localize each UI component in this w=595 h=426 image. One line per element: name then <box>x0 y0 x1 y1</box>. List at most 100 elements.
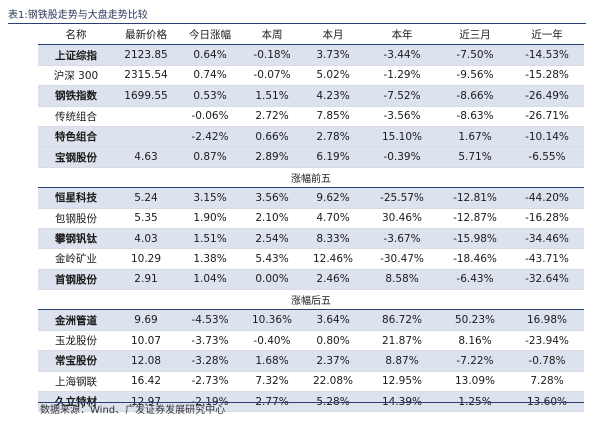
stock-name-cell: 久立特材 <box>38 391 114 413</box>
stock-name-cell: 包钢股份 <box>38 208 114 229</box>
stock-name-cell: 恒星科技 <box>38 187 114 209</box>
value-cell: -1.29% <box>364 65 440 87</box>
value-cell: 10.36% <box>242 309 302 331</box>
value-cell: 30.46% <box>364 208 440 229</box>
value-cell: -32.64% <box>510 269 584 291</box>
stock-name-cell: 攀钢钒钛 <box>38 228 114 250</box>
value-cell: 13.60% <box>510 391 584 413</box>
value-cell: -12.81% <box>440 187 510 209</box>
stock-name-cell: 钢铁指数 <box>38 85 114 107</box>
value-cell: -44.20% <box>510 187 584 209</box>
value-cell: 5.02% <box>302 65 364 87</box>
value-cell: 15.10% <box>364 126 440 148</box>
table-bottom-rule <box>38 402 584 403</box>
value-cell: -7.22% <box>440 350 510 372</box>
value-cell: 0.80% <box>302 330 364 352</box>
value-cell: -9.56% <box>440 65 510 87</box>
table-row: 玉龙股份 10.07 -3.73% -0.40% 0.80% 21.87% 8.16% -23… <box>38 330 584 352</box>
value-cell: -12.87% <box>440 208 510 229</box>
table-row: 金岭矿业 10.29 1.38% 5.43% 12.46% -30.47% -18.46% -… <box>38 248 584 270</box>
table-row: 金洲管道 9.69 -4.53% 10.36% 3.64% 86.72% 50.23% 16.… <box>38 309 584 331</box>
value-cell: 8.58% <box>364 269 440 291</box>
value-cell: 10.07 <box>114 330 178 352</box>
value-cell: 6.19% <box>302 146 364 168</box>
value-cell: -43.71% <box>510 248 584 270</box>
table-row: 上海钢联 16.42 -2.73% 7.32% 22.08% 12.95% 13.09% 7.… <box>38 371 584 393</box>
value-cell: 2315.54 <box>114 65 178 87</box>
stock-name-cell: 宝钢股份 <box>38 146 114 168</box>
header-cell: 本年 <box>364 25 440 46</box>
value-cell: -0.07% <box>242 65 302 87</box>
table-body: 上证综指 2123.85 0.64% -0.18% 3.73% -3.44% -7.50% -… <box>38 44 584 413</box>
value-cell: 0.00% <box>242 269 302 291</box>
section-header-row: 涨幅前五 <box>38 166 584 189</box>
value-cell: 5.71% <box>440 146 510 168</box>
value-cell: 3.73% <box>302 44 364 66</box>
value-cell: -15.28% <box>510 65 584 87</box>
value-cell: -10.14% <box>510 126 584 148</box>
value-cell: -2.73% <box>178 371 242 393</box>
header-cell: 近一年 <box>510 25 584 46</box>
value-cell: 13.09% <box>440 371 510 393</box>
header-cell: 最新价格 <box>114 25 178 46</box>
value-cell: 3.15% <box>178 187 242 209</box>
value-cell: -26.71% <box>510 106 584 127</box>
stock-name-cell: 金洲管道 <box>38 309 114 331</box>
value-cell: -3.73% <box>178 330 242 352</box>
value-cell: -0.78% <box>510 350 584 372</box>
value-cell: 16.42 <box>114 371 178 393</box>
header-cell: 近三月 <box>440 25 510 46</box>
stock-name-cell: 常宝股份 <box>38 350 114 372</box>
value-cell: 8.87% <box>364 350 440 372</box>
value-cell: 12.46% <box>302 248 364 270</box>
value-cell: 4.63 <box>114 146 178 168</box>
stock-name-cell: 上证综指 <box>38 44 114 66</box>
value-cell: -14.53% <box>510 44 584 66</box>
stock-name-cell: 上海钢联 <box>38 371 114 393</box>
value-cell: 5.28% <box>302 391 364 413</box>
value-cell: 0.66% <box>242 126 302 148</box>
stock-name-cell: 首钢股份 <box>38 269 114 291</box>
value-cell: -3.44% <box>364 44 440 66</box>
value-cell: 4.70% <box>302 208 364 229</box>
value-cell: 7.32% <box>242 371 302 393</box>
value-cell: -34.46% <box>510 228 584 250</box>
value-cell <box>114 106 178 127</box>
value-cell: -15.98% <box>440 228 510 250</box>
value-cell: 50.23% <box>440 309 510 331</box>
value-cell: -0.18% <box>242 44 302 66</box>
cropped-top-strip <box>0 0 595 8</box>
table-row: 传统组合 -0.06% 2.72% 7.85% -3.56% -8.63% -26.71% <box>38 106 584 127</box>
value-cell: 12.97 <box>114 391 178 413</box>
value-cell: 0.74% <box>178 65 242 87</box>
table-row: 常宝股份 12.08 -3.28% 1.68% 2.37% 8.87% -7.22% -0.7… <box>38 350 584 372</box>
value-cell: 86.72% <box>364 309 440 331</box>
value-cell: 1.51% <box>178 228 242 250</box>
value-cell: -3.56% <box>364 106 440 127</box>
value-cell: -0.06% <box>178 106 242 127</box>
stock-name-cell: 传统组合 <box>38 106 114 127</box>
caption-divider <box>8 23 586 24</box>
section-label: 涨幅前五 <box>38 166 584 189</box>
stock-name-cell: 沪深 300 <box>38 65 114 87</box>
value-cell: 5.35 <box>114 208 178 229</box>
value-cell: 2.54% <box>242 228 302 250</box>
value-cell: 1.38% <box>178 248 242 270</box>
table-row: 钢铁指数 1699.55 0.53% 1.51% 4.23% -7.52% -8.66% -2… <box>38 85 584 107</box>
value-cell: 2.72% <box>242 106 302 127</box>
value-cell: 8.33% <box>302 228 364 250</box>
header-cell: 今日涨幅 <box>178 25 242 46</box>
value-cell: -4.53% <box>178 309 242 331</box>
table-row: 上证综指 2123.85 0.64% -0.18% 3.73% -3.44% -7.50% -… <box>38 44 584 66</box>
value-cell: -26.49% <box>510 85 584 107</box>
value-cell: -8.63% <box>440 106 510 127</box>
value-cell: 1.68% <box>242 350 302 372</box>
value-cell: 12.08 <box>114 350 178 372</box>
value-cell: 2123.85 <box>114 44 178 66</box>
value-cell: 1.04% <box>178 269 242 291</box>
value-cell: -3.28% <box>178 350 242 372</box>
table-row: 特色组合 -2.42% 0.66% 2.78% 15.10% 1.67% -10.14% <box>38 126 584 148</box>
value-cell: 4.03 <box>114 228 178 250</box>
section-header-row: 涨幅后五 <box>38 289 584 311</box>
value-cell: 3.56% <box>242 187 302 209</box>
